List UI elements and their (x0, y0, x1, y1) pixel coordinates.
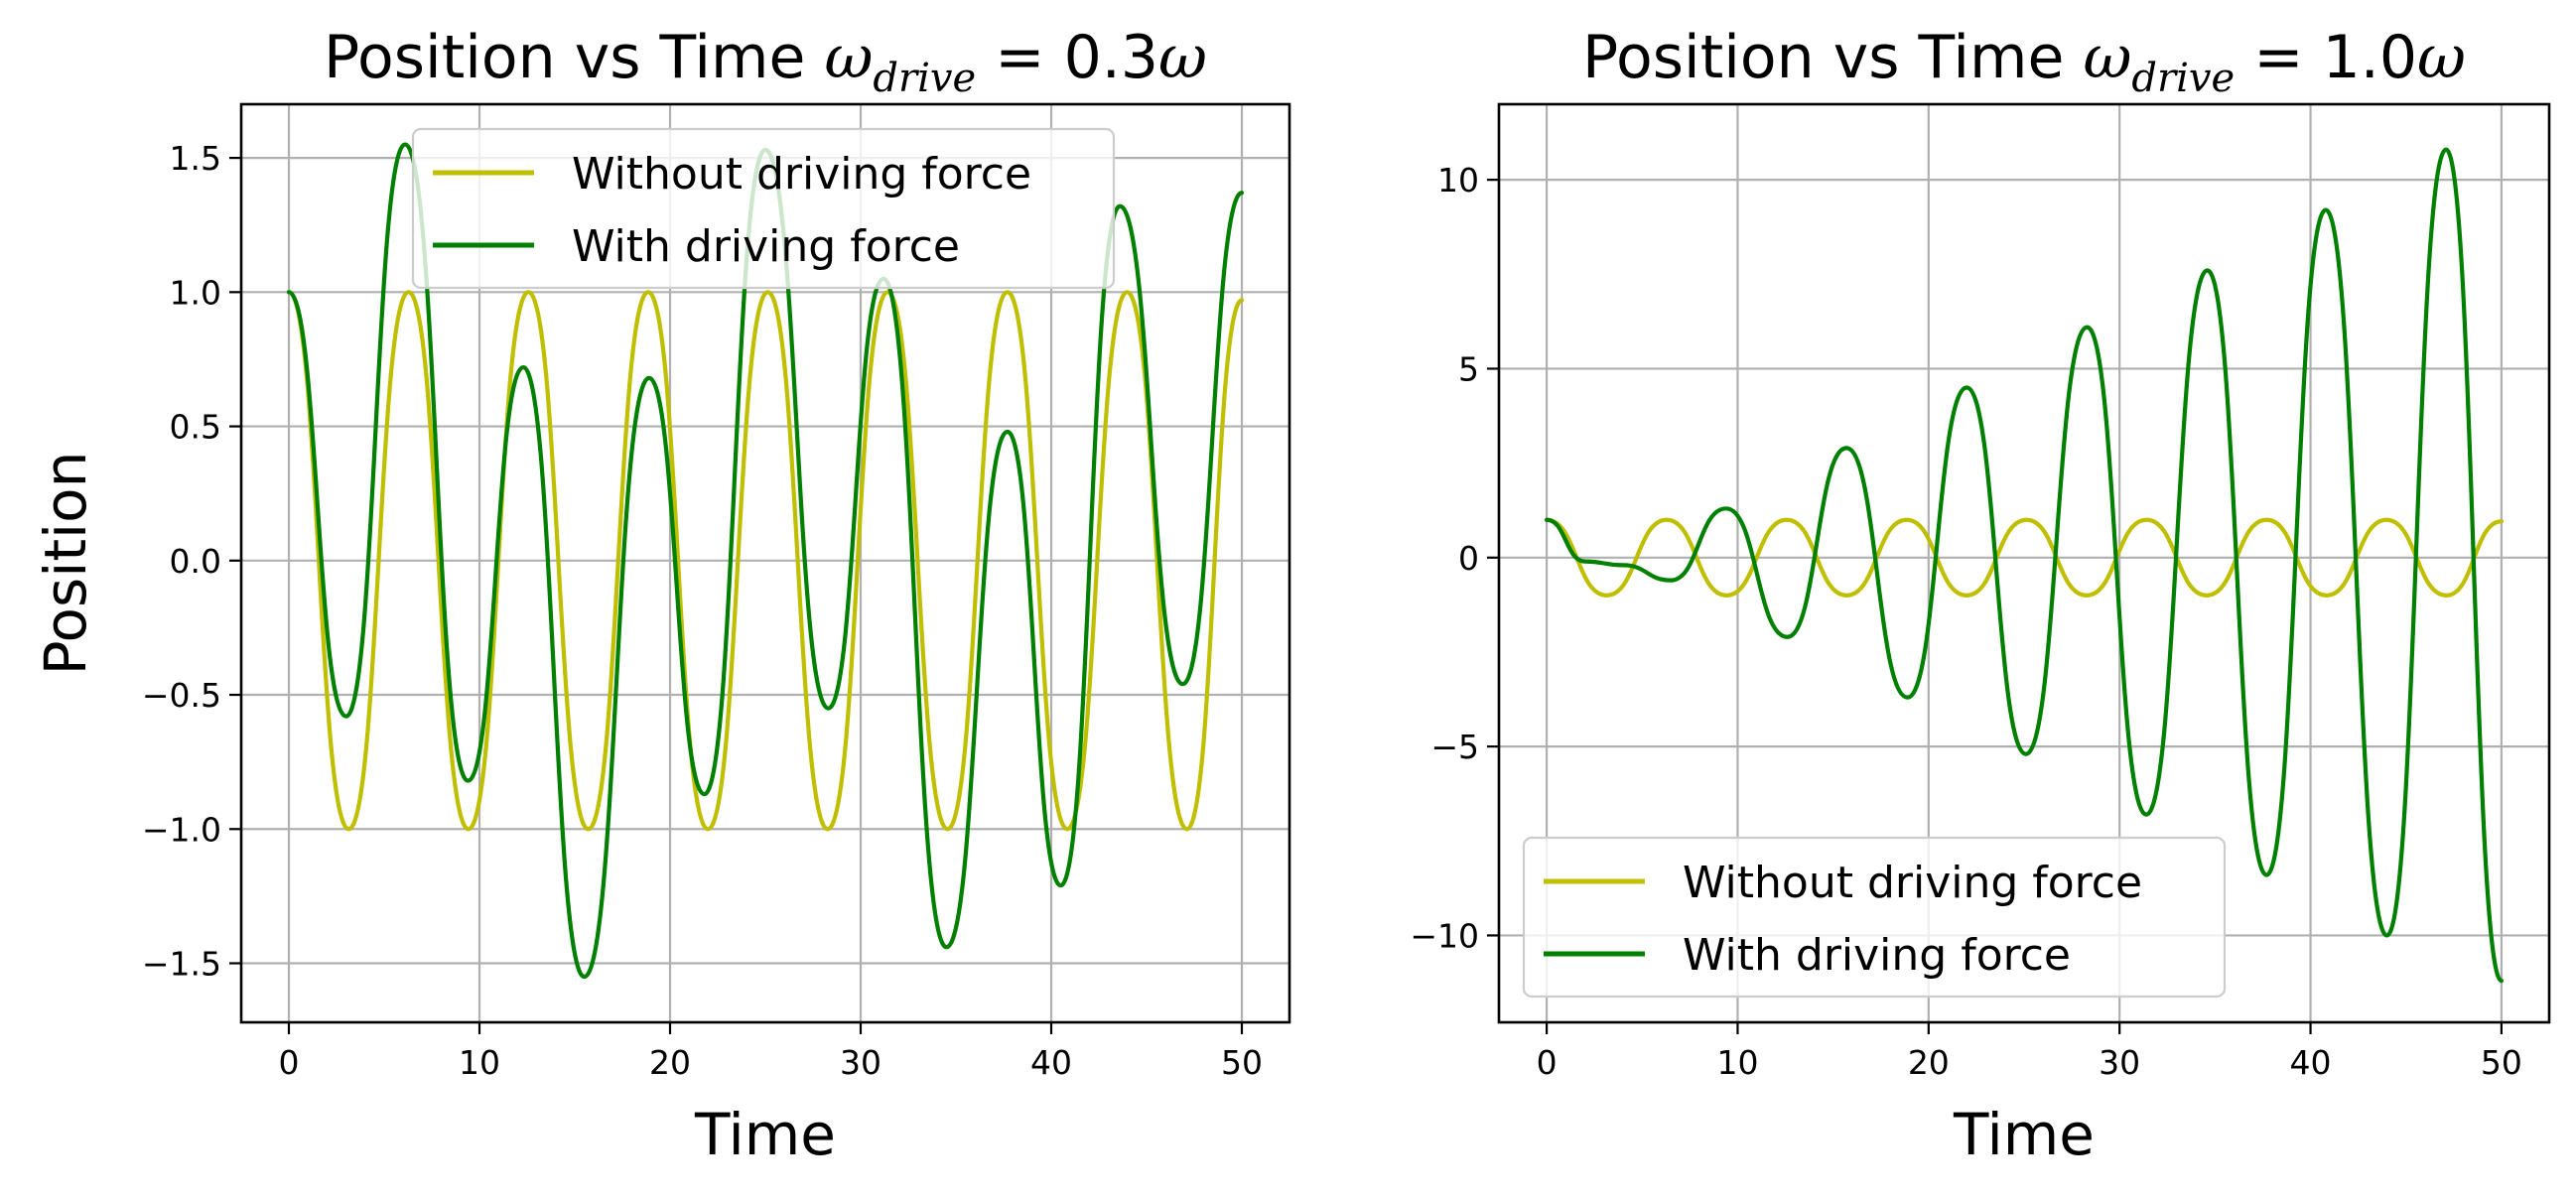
x-tick-label: 30 (2099, 1043, 2140, 1082)
x-tick-label: 40 (2290, 1043, 2332, 1082)
x-tick-label: 20 (649, 1043, 691, 1082)
x-tick-label: 10 (459, 1043, 500, 1082)
title-equals: = (2235, 23, 2322, 92)
title-subscript: drive (873, 56, 976, 101)
legend-label: Without driving force (1683, 858, 2142, 908)
x-tick-label: 40 (1030, 1043, 1072, 1082)
series-line-with-driving-force (1544, 147, 2505, 984)
chart-title: Position vs Time ωdrive = 1.0ω (1582, 23, 2466, 101)
x-tick-label: 20 (1908, 1043, 1950, 1082)
legend-box (411, 127, 1116, 290)
x-tick-label: 50 (1221, 1043, 1263, 1082)
y-tick-label: −1.0 (142, 810, 221, 849)
legend-label: Without driving force (572, 149, 1031, 200)
title-omega-end: ω (2417, 23, 2466, 92)
plot-frame (239, 102, 1291, 1024)
y-tick-label: −10 (1410, 916, 1479, 955)
y-tick-label: −0.5 (142, 676, 221, 715)
title-main: Position vs Time (324, 23, 824, 92)
title-value: 1.0 (2323, 23, 2417, 92)
legend-label: With driving force (572, 221, 960, 272)
x-tick-label: 30 (840, 1043, 881, 1082)
x-tick-label: 0 (1537, 1043, 1558, 1082)
x-tick-label: 50 (2481, 1043, 2522, 1082)
y-axis-label: Position (32, 452, 99, 676)
x-axis-label: Time (1953, 1101, 2095, 1168)
y-tick-label: 1.5 (170, 139, 221, 178)
plot-frame (1497, 102, 2551, 1024)
series-line-without-driving-force (286, 290, 1245, 832)
legend: Without driving force With driving force (411, 127, 1116, 290)
title-equals: = (976, 23, 1063, 92)
y-tick-label: −1.5 (142, 944, 221, 983)
legend: Without driving force With driving force (1522, 836, 2227, 999)
y-tick-label: −5 (1430, 728, 1479, 766)
series-line-without-driving-force (1544, 517, 2505, 598)
title-main: Position vs Time (1582, 23, 2083, 92)
y-tick-label: 0.0 (170, 542, 221, 581)
y-tick-label: 5 (1458, 349, 1479, 388)
title-value: 0.3 (1064, 23, 1158, 92)
title-omega-end: ω (1158, 23, 1207, 92)
y-tick-label: 0.5 (170, 408, 221, 447)
x-tick-label: 0 (279, 1043, 300, 1082)
y-tick-label: 10 (1437, 161, 1479, 200)
title-omega: ω (2083, 23, 2131, 92)
series-group (1544, 147, 2505, 984)
legend-label: With driving force (1683, 930, 2071, 981)
chart-title: Position vs Time ωdrive = 0.3ω (324, 23, 1207, 101)
title-omega: ω (824, 23, 873, 92)
title-subscript: drive (2131, 56, 2235, 101)
x-axis-label: Time (694, 1101, 836, 1168)
legend-box (1522, 836, 2227, 999)
chart-panel-1: 0 10 20 30 40 50 1.5 1.0 0.5 0.0 −0.5 −1.0 −1.5 Time P… (32, 23, 1291, 1168)
x-tick-label: 10 (1716, 1043, 1758, 1082)
y-tick-label: 1.0 (170, 273, 221, 312)
y-tick-label: 0 (1458, 539, 1479, 578)
